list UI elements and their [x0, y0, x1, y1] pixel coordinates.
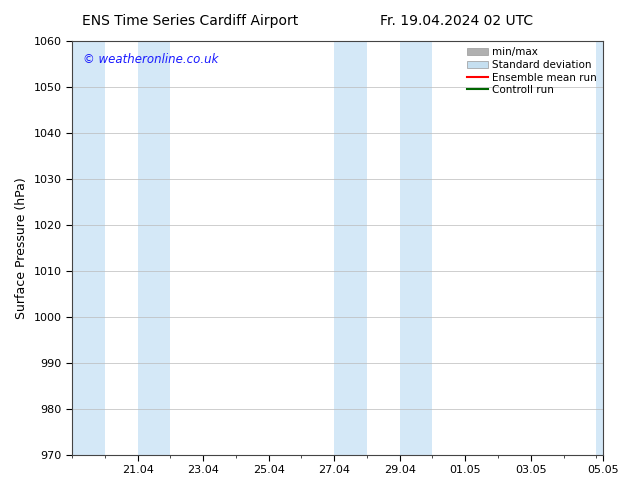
Text: Fr. 19.04.2024 02 UTC: Fr. 19.04.2024 02 UTC: [380, 14, 533, 28]
Text: © weatheronline.co.uk: © weatheronline.co.uk: [82, 53, 218, 67]
Bar: [597, 41, 603, 455]
Bar: [334, 41, 367, 455]
Bar: [399, 41, 432, 455]
Text: ENS Time Series Cardiff Airport: ENS Time Series Cardiff Airport: [82, 14, 299, 28]
Bar: [138, 41, 171, 455]
Y-axis label: Surface Pressure (hPa): Surface Pressure (hPa): [15, 177, 28, 318]
Legend: min/max, Standard deviation, Ensemble mean run, Controll run: min/max, Standard deviation, Ensemble me…: [463, 43, 601, 99]
Bar: [72, 41, 105, 455]
